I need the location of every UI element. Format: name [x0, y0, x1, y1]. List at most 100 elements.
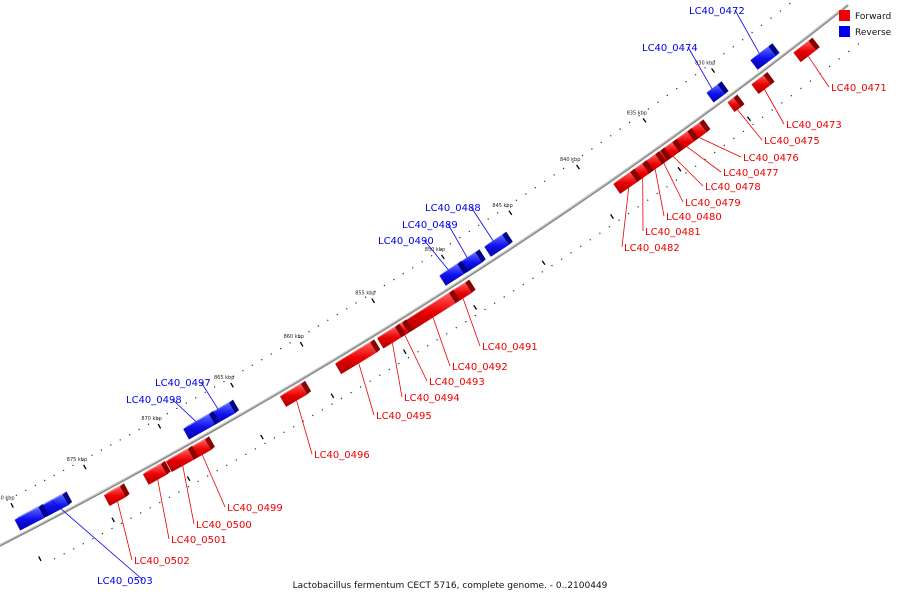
gene-label[interactable]: LC40_0494	[404, 393, 460, 404]
track-dot	[369, 380, 371, 382]
track-dot	[187, 486, 190, 488]
gene-label[interactable]: LC40_0476	[743, 153, 799, 164]
gene-top-face	[706, 81, 722, 93]
gene-lc40_0473[interactable]	[751, 72, 775, 94]
gene-label[interactable]: LC40_0498	[126, 395, 182, 406]
track-dot	[138, 428, 140, 431]
gene-lc40_0490[interactable]	[439, 260, 468, 286]
gene-label[interactable]: LC40_0477	[723, 168, 779, 179]
track-dot	[541, 271, 544, 273]
track-dot	[63, 553, 65, 555]
gene-front-face	[280, 384, 308, 407]
gene-label[interactable]: LC40_0475	[764, 136, 820, 147]
track-dot	[232, 375, 235, 377]
gene-lc40_0475[interactable]	[727, 94, 745, 113]
gene-side-face	[642, 160, 654, 174]
gene-label[interactable]: LC40_0503	[97, 576, 153, 587]
gene-label[interactable]: LC40_0493	[429, 377, 485, 388]
gene-lc40_0482[interactable]	[613, 168, 642, 194]
track-dot	[15, 494, 18, 496]
gene-label[interactable]: LC40_0472	[689, 6, 745, 17]
gene-lc40_0494[interactable]	[377, 323, 406, 349]
track-dot	[503, 296, 505, 298]
gene-side-face	[402, 319, 413, 333]
gene-label[interactable]: LC40_0500	[196, 520, 252, 531]
track-dot	[857, 43, 860, 45]
track-dot	[140, 512, 142, 514]
gene-label[interactable]: LC40_0474	[642, 43, 698, 54]
gene-lc40_0498[interactable]	[183, 411, 219, 440]
gene-front-face	[484, 235, 509, 257]
gene-leader-line	[200, 381, 219, 410]
gene-lc40_0496[interactable]	[280, 380, 312, 407]
track-dot	[446, 333, 448, 335]
gene-lc40_0488[interactable]	[484, 231, 513, 257]
gene-lc40_0501[interactable]	[142, 460, 171, 485]
gene-leader-line	[621, 187, 630, 248]
track-dot	[723, 144, 725, 147]
gene-label[interactable]: LC40_0480	[666, 212, 722, 223]
gene-lc40_0500[interactable]	[165, 445, 198, 472]
gene-label[interactable]: LC40_0502	[134, 556, 190, 567]
track-dot	[838, 58, 840, 60]
gene-leader-line	[51, 500, 144, 581]
gene-side-face	[630, 168, 642, 182]
track-dot	[216, 470, 218, 472]
gene-label[interactable]: LC40_0499	[227, 503, 283, 514]
gene-lc40_0503[interactable]	[40, 491, 73, 517]
gene-label[interactable]: LC40_0482	[624, 243, 680, 254]
track-dot	[666, 186, 668, 188]
track-dot	[809, 80, 812, 82]
gene-label[interactable]: LC40_0473	[786, 120, 842, 131]
gene-leader-line	[296, 400, 313, 455]
track-dot	[628, 121, 631, 124]
gene-label[interactable]: LC40_0490	[378, 236, 434, 247]
gene-label[interactable]: LC40_0491	[482, 342, 538, 353]
gene-label[interactable]: LC40_0481	[645, 227, 701, 238]
gene-leader-line	[686, 146, 722, 173]
gene-label[interactable]: LC40_0478	[705, 182, 761, 193]
track-dot	[685, 81, 687, 83]
gene-label[interactable]: LC40_0501	[171, 535, 227, 546]
track-dot	[657, 101, 659, 104]
track-dot	[493, 302, 496, 304]
track-dot	[206, 475, 209, 477]
track-dot	[235, 459, 237, 461]
gene-top-face	[751, 72, 768, 85]
track-dot	[120, 522, 123, 525]
gene-label[interactable]: LC40_0471	[831, 83, 887, 94]
gene-lc40_0495[interactable]	[335, 339, 381, 375]
legend: Forward Reverse	[839, 10, 892, 38]
gene-leader-line	[182, 465, 195, 525]
gene-top-face	[142, 460, 165, 475]
track-dot	[388, 368, 390, 371]
track-dot	[226, 464, 228, 466]
track-dot	[280, 347, 282, 350]
gene-label[interactable]: LC40_0488	[425, 203, 481, 214]
gene-top-face	[404, 289, 454, 322]
outer-dotted-track	[6, 2, 791, 501]
gene-lc40_0474[interactable]	[706, 81, 729, 103]
gene-lc40_0471[interactable]	[793, 37, 820, 63]
gene-lc40_0502[interactable]	[103, 483, 130, 506]
gene-unlabeled-reverse[interactable]	[14, 504, 49, 531]
gene-lc40_0472[interactable]	[750, 43, 780, 70]
track-dot	[589, 239, 591, 241]
map-caption: Lactobacillus fermentum CECT 5716, compl…	[293, 581, 608, 591]
gene-label[interactable]: LC40_0479	[685, 198, 741, 209]
gene-side-face	[38, 504, 49, 519]
gene-label[interactable]: LC40_0497	[155, 378, 211, 389]
gene-label[interactable]: LC40_0496	[314, 450, 370, 461]
gene-label[interactable]: LC40_0492	[452, 362, 508, 373]
tick-mark	[10, 502, 14, 508]
gene-label[interactable]: LC40_0495	[376, 411, 432, 422]
gene-side-face	[119, 483, 130, 498]
track-dot	[732, 46, 734, 48]
tick-mark	[576, 164, 580, 170]
gene-label[interactable]: LC40_0489	[402, 220, 458, 231]
track-dot	[166, 413, 169, 415]
gene-side-face	[660, 147, 672, 161]
track-dot	[600, 141, 602, 144]
gene-lc40_0492[interactable]	[404, 289, 460, 332]
track-dot	[308, 331, 310, 333]
